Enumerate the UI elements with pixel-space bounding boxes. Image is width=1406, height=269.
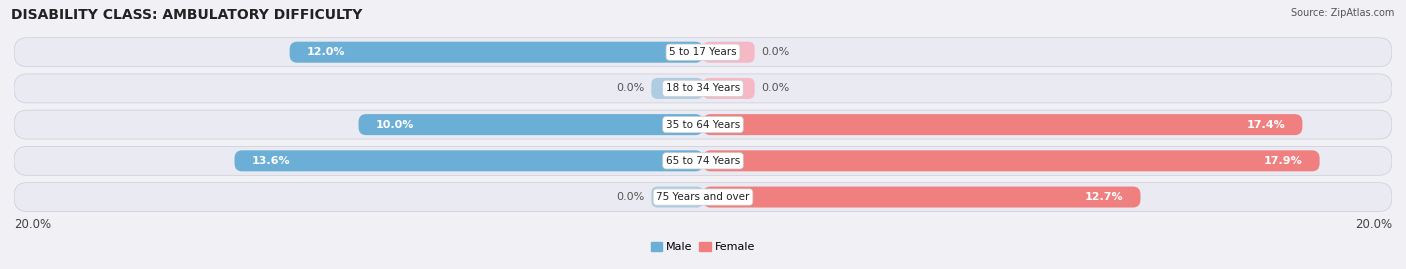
Text: 20.0%: 20.0%: [14, 218, 51, 231]
Text: 75 Years and over: 75 Years and over: [657, 192, 749, 202]
Text: 17.4%: 17.4%: [1246, 120, 1285, 130]
FancyBboxPatch shape: [359, 114, 703, 135]
Text: 13.6%: 13.6%: [252, 156, 291, 166]
Text: Source: ZipAtlas.com: Source: ZipAtlas.com: [1291, 8, 1395, 18]
Text: 10.0%: 10.0%: [375, 120, 415, 130]
FancyBboxPatch shape: [703, 42, 755, 63]
Text: 0.0%: 0.0%: [762, 83, 790, 93]
Text: 0.0%: 0.0%: [616, 192, 644, 202]
Text: 18 to 34 Years: 18 to 34 Years: [666, 83, 740, 93]
Text: 12.0%: 12.0%: [307, 47, 346, 57]
Legend: Male, Female: Male, Female: [647, 237, 759, 256]
FancyBboxPatch shape: [14, 183, 1392, 211]
Text: 0.0%: 0.0%: [762, 47, 790, 57]
Text: 20.0%: 20.0%: [1355, 218, 1392, 231]
Text: DISABILITY CLASS: AMBULATORY DIFFICULTY: DISABILITY CLASS: AMBULATORY DIFFICULTY: [11, 8, 363, 22]
FancyBboxPatch shape: [703, 186, 1140, 208]
FancyBboxPatch shape: [703, 150, 1320, 171]
Text: 35 to 64 Years: 35 to 64 Years: [666, 120, 740, 130]
Text: 5 to 17 Years: 5 to 17 Years: [669, 47, 737, 57]
Text: 17.9%: 17.9%: [1264, 156, 1302, 166]
FancyBboxPatch shape: [14, 146, 1392, 175]
FancyBboxPatch shape: [703, 78, 755, 99]
Text: 65 to 74 Years: 65 to 74 Years: [666, 156, 740, 166]
FancyBboxPatch shape: [14, 38, 1392, 67]
FancyBboxPatch shape: [235, 150, 703, 171]
FancyBboxPatch shape: [14, 110, 1392, 139]
FancyBboxPatch shape: [651, 78, 703, 99]
FancyBboxPatch shape: [703, 114, 1302, 135]
Text: 0.0%: 0.0%: [616, 83, 644, 93]
FancyBboxPatch shape: [651, 186, 703, 208]
FancyBboxPatch shape: [290, 42, 703, 63]
FancyBboxPatch shape: [14, 74, 1392, 103]
Text: 12.7%: 12.7%: [1084, 192, 1123, 202]
